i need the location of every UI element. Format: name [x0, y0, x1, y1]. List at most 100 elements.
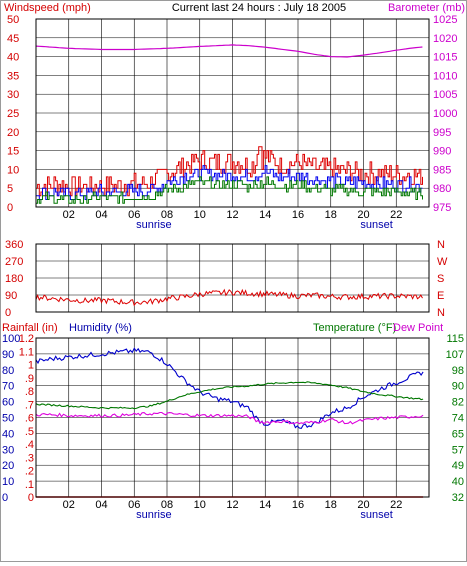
- barometer-tick-label: 1005: [433, 89, 457, 101]
- barometer-tick-label: 995: [433, 127, 451, 139]
- direction-tick-label: 0: [5, 307, 11, 319]
- windspeed-tick-label: 50: [7, 14, 19, 26]
- x-tick-label: 10: [194, 209, 206, 221]
- x-tick-label: 02: [63, 499, 75, 511]
- humidity-tick-label: 90: [2, 349, 14, 361]
- lull-wind-line: [36, 176, 423, 204]
- humidity-tick-label: 100: [2, 333, 20, 345]
- x-tick-label: 12: [226, 209, 238, 221]
- sunrise-label: sunrise: [136, 509, 171, 521]
- x-tick-label: 06: [128, 209, 140, 221]
- humidity-tick-label: 20: [2, 460, 14, 472]
- humidity-tick-label: 30: [2, 444, 14, 456]
- temperature-tick-label: 115: [446, 333, 464, 345]
- barometer-header: Barometer (mb): [388, 2, 465, 14]
- temperature-tick-label: 32: [452, 492, 464, 504]
- compass-tick-label: S: [437, 273, 444, 285]
- rainfall-tick-label: 1: [28, 360, 34, 372]
- humidity-tick-label: 50: [2, 413, 14, 425]
- rainfall-tick-label: .4: [25, 439, 34, 451]
- wind-direction-line: [35, 288, 423, 307]
- windspeed-tick-label: 40: [7, 52, 19, 64]
- direction-tick-label: 270: [5, 256, 23, 268]
- average-wind-line: [36, 165, 423, 200]
- barometer-tick-label: 975: [433, 202, 451, 214]
- humidity-tick-label: 0: [2, 492, 8, 504]
- windspeed-tick-label: 15: [7, 146, 19, 158]
- rainfall-tick-label: .1: [25, 479, 34, 491]
- windspeed-tick-label: 30: [7, 89, 19, 101]
- sunset-label: sunset: [360, 509, 392, 521]
- windspeed-tick-label: 10: [7, 164, 19, 176]
- barometer-tick-label: 1025: [433, 14, 457, 26]
- compass-tick-label: N: [437, 307, 445, 319]
- rainfall-tick-label: .5: [25, 426, 34, 438]
- temperature-tick-label: 98: [452, 365, 464, 377]
- temperature-tick-label: 65: [452, 428, 464, 440]
- x-tick-label: 10: [194, 499, 206, 511]
- x-tick-label: 20: [357, 499, 369, 511]
- x-tick-label: 22: [390, 209, 402, 221]
- windspeed-tick-label: 0: [7, 202, 13, 214]
- x-tick-label: 12: [226, 499, 238, 511]
- humidity-label: Humidity (%): [69, 322, 132, 334]
- x-tick-label: 14: [259, 209, 271, 221]
- humidity-line: [35, 347, 424, 430]
- barometer-tick-label: 980: [433, 183, 451, 195]
- rainfall-label: Rainfall (in): [2, 322, 58, 334]
- x-tick-label: 18: [325, 209, 337, 221]
- barometer-tick-label: 1020: [433, 33, 457, 45]
- rainfall-tick-label: .7: [25, 399, 34, 411]
- x-tick-label: 20: [357, 209, 369, 221]
- windspeed-tick-label: 20: [7, 127, 19, 139]
- windspeed-tick-label: 35: [7, 70, 19, 82]
- barometer-tick-label: 1010: [433, 70, 457, 82]
- temperature-tick-label: 74: [452, 413, 464, 425]
- temperature-tick-label: 90: [452, 381, 464, 393]
- sunrise-label: sunrise: [136, 219, 171, 231]
- x-tick-label: 14: [259, 499, 271, 511]
- windspeed-header: Windspeed (mph): [4, 2, 91, 14]
- rainfall-tick-label: 1.1: [19, 346, 34, 358]
- barometer-tick-label: 1000: [433, 108, 457, 120]
- compass-tick-label: N: [437, 239, 445, 251]
- direction-tick-label: 90: [5, 290, 17, 302]
- windspeed-tick-label: 5: [7, 183, 13, 195]
- humidity-tick-label: 40: [2, 428, 14, 440]
- x-tick-label: 04: [95, 209, 107, 221]
- rainfall-tick-label: .2: [25, 466, 34, 478]
- x-tick-label: 06: [128, 499, 140, 511]
- compass-tick-label: E: [437, 290, 444, 302]
- rainfall-tick-label: .8: [25, 386, 34, 398]
- humidity-tick-label: 80: [2, 365, 14, 377]
- sunset-label: sunset: [360, 219, 392, 231]
- x-tick-label: 08: [161, 209, 173, 221]
- humidity-tick-label: 10: [2, 476, 14, 488]
- barometer-tick-label: 990: [433, 146, 451, 158]
- direction-tick-label: 360: [5, 239, 23, 251]
- temperature-line: [35, 381, 424, 410]
- direction-panel-frame: [35, 243, 430, 313]
- barometer-tick-label: 985: [433, 164, 451, 176]
- temperature-tick-label: 49: [452, 460, 464, 472]
- dew-point-label: Dew Point: [393, 322, 443, 334]
- windspeed-tick-label: 45: [7, 33, 19, 45]
- barometer-tick-label: 1015: [433, 52, 457, 64]
- direction-tick-label: 180: [5, 273, 23, 285]
- temperature-tick-label: 107: [446, 349, 464, 361]
- x-tick-label: 18: [325, 499, 337, 511]
- weather-panel-frame: [35, 337, 430, 498]
- rainfall-tick-label: 1.2: [19, 333, 34, 345]
- gust-wind-line: [36, 146, 423, 197]
- x-tick-label: 16: [292, 499, 304, 511]
- chart-header-title: Current last 24 hours : July 18 2005: [172, 2, 346, 14]
- temperature-tick-label: 57: [452, 444, 464, 456]
- rainfall-tick-label: .3: [25, 452, 34, 464]
- barometer-line: [35, 44, 423, 58]
- dew-point-line: [35, 411, 424, 425]
- humidity-tick-label: 60: [2, 397, 14, 409]
- rainfall-tick-label: 0: [28, 492, 34, 504]
- x-tick-label: 16: [292, 209, 304, 221]
